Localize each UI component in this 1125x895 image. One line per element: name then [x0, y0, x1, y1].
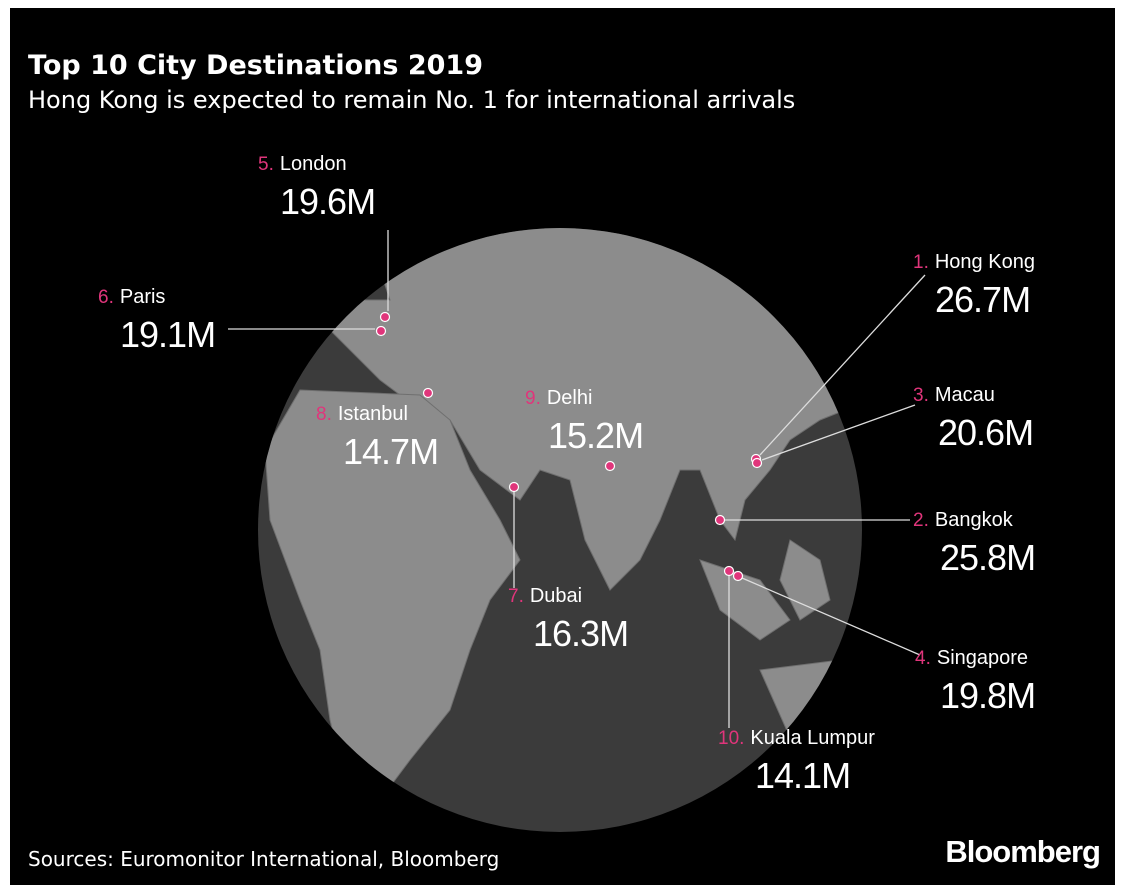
source: Sources: Euromonitor International, Bloo…: [28, 847, 499, 871]
rank: 3.: [913, 385, 929, 406]
city-label: 10. Kuala Lumpur: [718, 727, 875, 749]
city-label: 5. London: [258, 153, 347, 175]
city-name: Istanbul: [338, 403, 408, 425]
arrivals: 15.2M: [548, 415, 643, 456]
arrivals: 26.7M: [935, 279, 1030, 320]
arrivals: 14.1M: [755, 755, 850, 796]
cities: 1. Hong Kong 26.7M 2. Bangkok 25.8M 3. Macau 20.…: [98, 153, 1036, 796]
city: 1. Hong Kong 26.7M: [750, 251, 1035, 465]
city-label: 8. Istanbul: [316, 403, 408, 425]
leader-line: [759, 274, 926, 456]
arrivals: 14.7M: [343, 431, 438, 472]
city-name: Singapore: [937, 647, 1028, 669]
city-label: 2. Bangkok: [913, 509, 1014, 531]
rank: 2.: [913, 510, 929, 531]
city-name: Kuala Lumpur: [750, 727, 875, 749]
city: 2. Bangkok 25.8M: [714, 509, 1036, 578]
city-label: 3. Macau: [913, 384, 995, 406]
arrivals: 16.3M: [533, 613, 628, 654]
rank: 7.: [508, 586, 524, 607]
arrivals: 19.8M: [940, 675, 1035, 716]
city-dot: [508, 481, 520, 493]
rank: 4.: [915, 648, 931, 669]
city-dot: [714, 514, 726, 526]
city-label: 6. Paris: [98, 286, 165, 308]
city-name: Delhi: [547, 387, 593, 409]
city-dot: [379, 311, 391, 323]
city-dot: [422, 387, 434, 399]
city: 3. Macau 20.6M: [751, 384, 1034, 469]
city: 7. Dubai 16.3M: [508, 481, 629, 654]
rank: 8.: [316, 404, 332, 425]
city-dot: [732, 570, 744, 582]
arrivals: 20.6M: [938, 412, 1033, 453]
city-name: Bangkok: [935, 509, 1014, 531]
city-dot: [723, 565, 735, 577]
city: 8. Istanbul 14.7M: [316, 387, 439, 472]
city-dot: [751, 457, 763, 469]
leader-line: [761, 404, 916, 461]
city-name: Macau: [935, 384, 995, 406]
city: 6. Paris 19.1M: [98, 286, 387, 355]
city-dot: [604, 460, 616, 472]
arrivals: 19.1M: [120, 314, 215, 355]
city-label: 4. Singapore: [915, 647, 1028, 669]
arrivals: 25.8M: [940, 537, 1035, 578]
rank: 10.: [718, 728, 744, 749]
city-label: 7. Dubai: [508, 585, 582, 607]
city-label: 1. Hong Kong: [913, 251, 1035, 273]
city-name: Hong Kong: [935, 251, 1035, 273]
rank: 9.: [525, 388, 541, 409]
city: 4. Singapore 19.8M: [732, 570, 1036, 716]
city-name: Paris: [120, 286, 166, 308]
rank: 5.: [258, 154, 274, 175]
leader-line: [741, 577, 921, 656]
city: 5. London 19.6M: [258, 153, 391, 323]
logo: Bloomberg: [945, 834, 1100, 869]
rank: 6.: [98, 287, 114, 308]
arrivals: 19.6M: [280, 181, 375, 222]
subtitle: Hong Kong is expected to remain No. 1 fo…: [28, 86, 795, 114]
city-name: London: [280, 153, 347, 175]
city: 9. Delhi 15.2M: [525, 387, 644, 472]
city-label: 9. Delhi: [525, 387, 592, 409]
city-name: Dubai: [530, 585, 582, 607]
city: 10. Kuala Lumpur 14.1M: [718, 565, 875, 796]
city-dot: [375, 325, 387, 337]
rank: 1.: [913, 252, 929, 273]
title: Top 10 City Destinations 2019: [28, 50, 483, 81]
